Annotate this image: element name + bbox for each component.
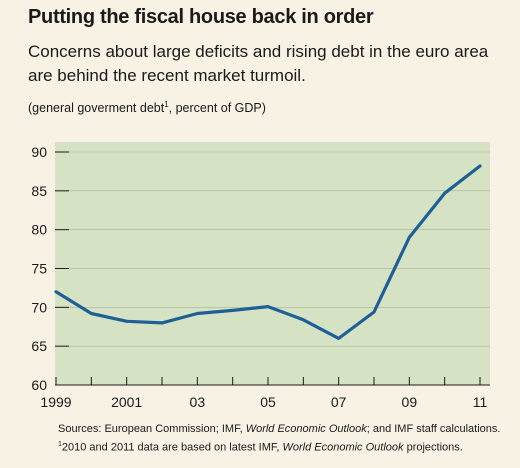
y-tick-label: 70 [31,299,47,315]
x-tick-label: 1999 [40,394,71,410]
y-tick-label: 90 [31,144,47,160]
x-tick-label: 11 [473,394,488,410]
unit-label-text: (general goverment debt [28,101,165,116]
unit-footnote-mark: 1 [164,100,169,109]
chart-subtitle: Concerns about large deficits and rising… [28,42,489,85]
unit-label: (general goverment debt1, percent of GDP… [28,100,266,115]
footnote-mark: 1 [58,441,62,448]
x-axis: 1999 2001 03 05 07 09 11 [40,377,487,410]
chart-title: Putting the fiscal house back in order [28,6,374,28]
y-tick-label: 60 [31,377,47,393]
x-tick-label: 09 [402,394,418,410]
y-axis: 60 65 70 75 80 85 90 [31,144,69,393]
sources-text-end: ; and IMF staff calculations. [366,423,501,435]
x-tick-label: 2001 [111,394,142,410]
sources-note: Sources: European Commission; IMF, World… [58,422,500,437]
sources-text: Sources: European Commission; IMF, [58,423,246,435]
x-tick-label: 07 [331,394,347,410]
footnote-text: 2010 and 2011 data are based on latest I… [61,441,283,454]
y-tick-label: 75 [31,261,47,277]
footnote-text-end: projections. [403,441,463,454]
x-tick-label: 05 [260,394,276,410]
footnote-weo: World Economic Outlook [282,441,404,454]
chart-notes: Sources: European Commission; IMF, World… [58,422,500,456]
plot-area [55,142,490,385]
line-chart: 60 65 70 75 80 85 90 1999 2001 03 05 07 09 11 [31,142,490,410]
y-tick-label: 65 [31,338,47,354]
x-tick-label: 03 [190,394,206,410]
y-tick-label: 85 [31,183,47,199]
footnote: 12010 and 2011 data are based on latest … [58,437,500,456]
unit-label-suffix: , percent of GDP) [168,101,266,116]
sources-weo: World Economic Outlook [245,423,367,435]
y-tick-label: 80 [31,222,47,238]
series-line-debt [54,164,482,340]
